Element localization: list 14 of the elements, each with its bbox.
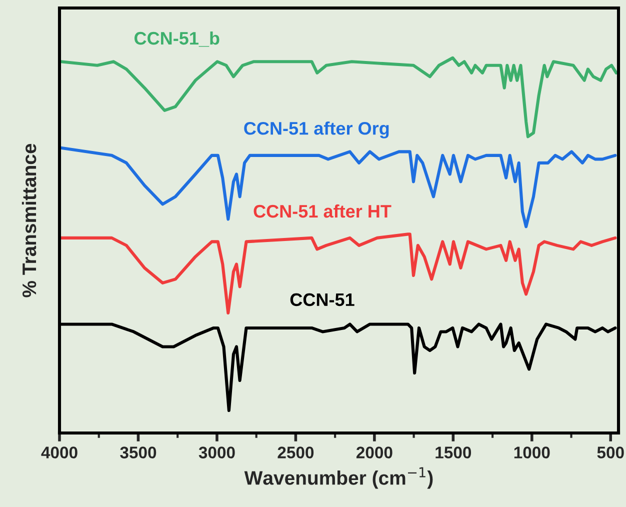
x-tick-label: 1500	[436, 446, 472, 458]
x-tick-label: 500	[597, 446, 624, 458]
series-label: CCN-51 after HT	[254, 204, 392, 218]
x-axis-title: Wavenumber (cm$^{−1}$)	[244, 467, 433, 489]
x-tick-label: 2500	[278, 446, 314, 458]
x-tick-label: 2000	[356, 446, 392, 458]
series-label: CCN-51	[290, 293, 354, 306]
series-label: CCN-51_b	[134, 31, 220, 47]
y-axis-title: % Transmittance	[22, 144, 36, 298]
x-tick-label: 4000	[41, 446, 78, 458]
x-tick-label: 3000	[198, 446, 235, 458]
x-tick-label: 3500	[120, 446, 156, 458]
x-tick-label: 1000	[514, 446, 550, 458]
series-label: CCN-51 after Org	[244, 122, 389, 138]
